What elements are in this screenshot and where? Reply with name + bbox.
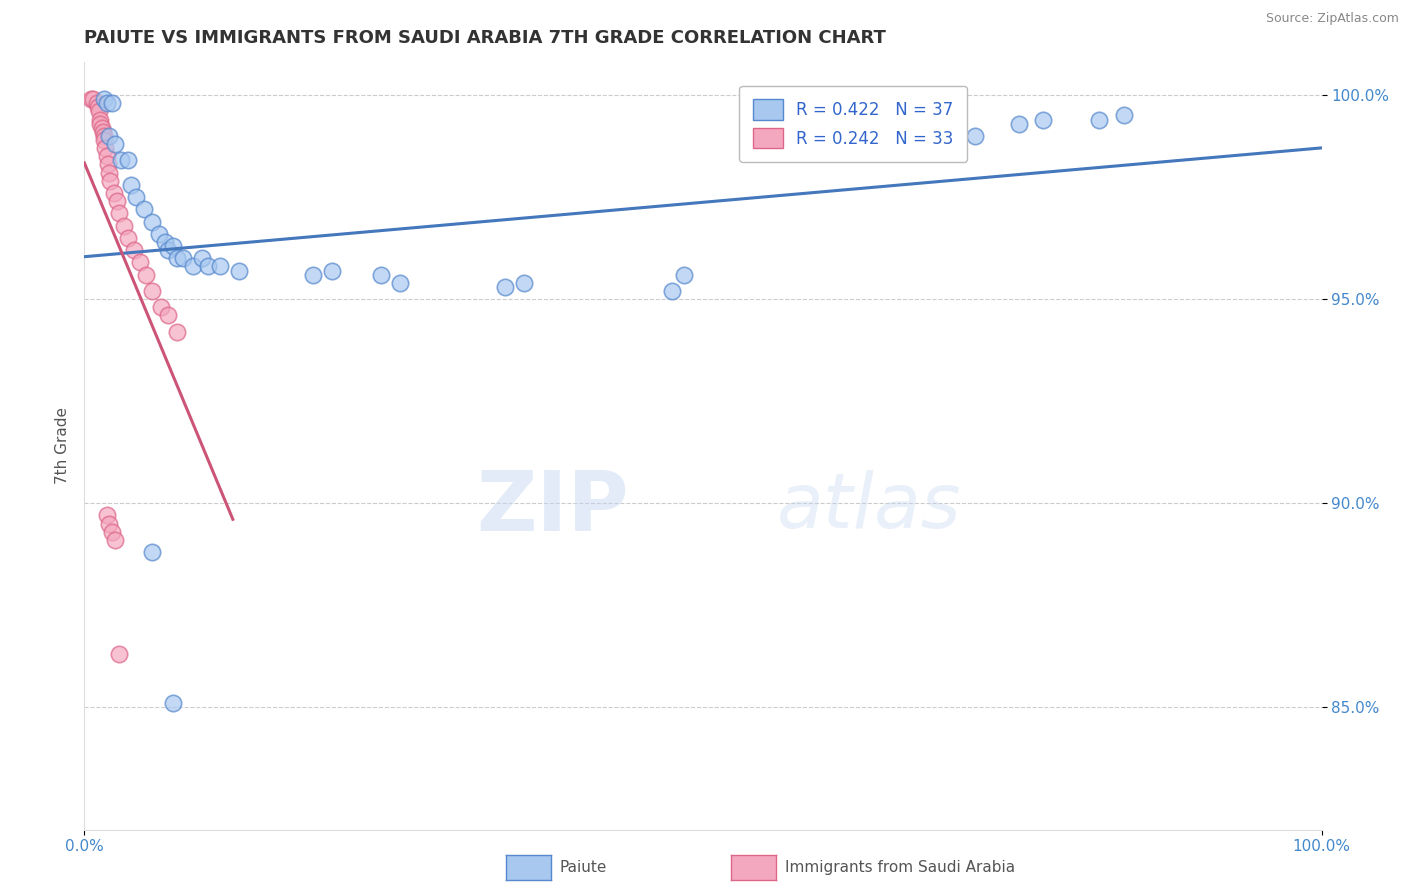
- Point: [135, 268, 157, 282]
- Point: [321, 263, 343, 277]
- Point: [82, 92, 104, 106]
- Point: [87, 100, 110, 114]
- Point: [91, 125, 114, 139]
- Point: [141, 284, 163, 298]
- Point: [965, 128, 987, 143]
- Point: [89, 104, 111, 119]
- Text: ZIP: ZIP: [477, 467, 628, 548]
- Point: [96, 149, 118, 163]
- Point: [1088, 112, 1111, 127]
- Point: [93, 133, 115, 147]
- Text: atlas: atlas: [778, 470, 962, 544]
- Point: [157, 243, 180, 257]
- Point: [191, 252, 214, 266]
- Text: PAIUTE VS IMMIGRANTS FROM SAUDI ARABIA 7TH GRADE CORRELATION CHART: PAIUTE VS IMMIGRANTS FROM SAUDI ARABIA 7…: [84, 29, 886, 47]
- Point: [105, 194, 128, 209]
- Point: [197, 260, 219, 274]
- Point: [100, 524, 122, 539]
- Text: Paiute: Paiute: [560, 860, 607, 874]
- Point: [122, 243, 145, 257]
- Y-axis label: 7th Grade: 7th Grade: [55, 408, 70, 484]
- Point: [209, 260, 232, 274]
- Point: [181, 260, 204, 274]
- Point: [512, 276, 534, 290]
- Point: [673, 268, 696, 282]
- Point: [104, 136, 127, 151]
- Point: [166, 252, 188, 266]
- Point: [150, 300, 173, 314]
- Point: [98, 174, 121, 188]
- Point: [96, 508, 118, 523]
- Point: [141, 545, 163, 559]
- Point: [302, 268, 325, 282]
- Point: [125, 190, 148, 204]
- Text: Source: ZipAtlas.com: Source: ZipAtlas.com: [1265, 12, 1399, 25]
- Point: [166, 325, 188, 339]
- Point: [89, 117, 111, 131]
- Point: [104, 533, 127, 547]
- Point: [228, 263, 250, 277]
- Point: [117, 231, 139, 245]
- Point: [120, 178, 142, 192]
- Point: [93, 92, 115, 106]
- Point: [98, 166, 121, 180]
- Point: [148, 227, 170, 241]
- Point: [103, 186, 125, 200]
- Point: [141, 214, 163, 228]
- Point: [370, 268, 392, 282]
- Legend: R = 0.422   N = 37, R = 0.242   N = 33: R = 0.422 N = 37, R = 0.242 N = 33: [740, 87, 967, 161]
- Point: [172, 252, 194, 266]
- Point: [90, 120, 112, 135]
- Point: [162, 696, 184, 710]
- Point: [153, 235, 176, 249]
- Point: [1032, 112, 1054, 127]
- Point: [494, 280, 516, 294]
- Point: [93, 128, 115, 143]
- Point: [89, 112, 111, 127]
- Point: [129, 255, 152, 269]
- Point: [132, 202, 155, 217]
- Point: [1007, 117, 1029, 131]
- Point: [1112, 108, 1135, 122]
- Point: [97, 157, 120, 171]
- Point: [98, 128, 121, 143]
- Point: [98, 516, 121, 531]
- Point: [110, 153, 132, 168]
- Point: [112, 219, 135, 233]
- Point: [157, 309, 180, 323]
- Point: [108, 647, 131, 661]
- Point: [79, 92, 101, 106]
- Point: [661, 284, 683, 298]
- Point: [86, 96, 108, 111]
- Point: [117, 153, 139, 168]
- Point: [94, 141, 117, 155]
- Point: [388, 276, 411, 290]
- Point: [96, 96, 118, 111]
- Point: [100, 96, 122, 111]
- Point: [162, 239, 184, 253]
- Text: Immigrants from Saudi Arabia: Immigrants from Saudi Arabia: [785, 860, 1015, 874]
- Point: [108, 206, 131, 220]
